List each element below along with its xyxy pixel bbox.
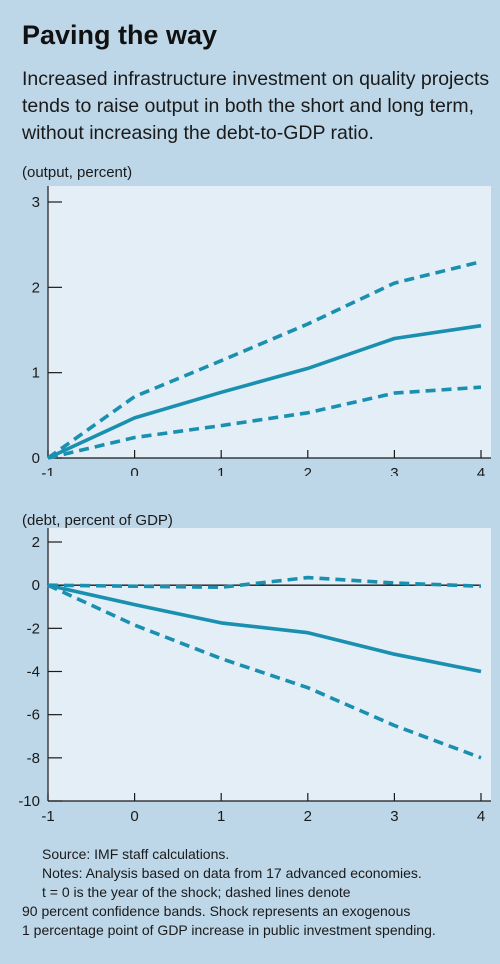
x-tick-label: 2 — [304, 465, 312, 476]
y-tick-label: -8 — [27, 750, 40, 767]
y-tick-label: 0 — [32, 577, 40, 594]
x-tick-label: 3 — [390, 808, 398, 825]
x-tick-label: 2 — [304, 808, 312, 825]
debt-axis-label: (debt, percent of GDP) — [22, 512, 173, 529]
y-tick-label: 2 — [32, 534, 40, 551]
notes-line-4: 90 percent confidence bands. Shock repre… — [22, 903, 411, 919]
debt-chart: 20-2-4-6-8-10-1 0 1 2 3 4 — [18, 528, 491, 825]
notes-line-3: t = 0 is the year of the shock; dashed l… — [42, 884, 351, 900]
y-tick-label: 0 — [32, 450, 40, 467]
x-tick-label: 4 — [477, 808, 485, 825]
y-tick-label: 3 — [32, 194, 40, 211]
estimate-line-0 — [47, 323, 482, 460]
notes-line-2: Notes: Analysis based on data from 17 ad… — [42, 865, 422, 881]
plot-area — [48, 186, 491, 458]
output-axis-label: (output, percent) — [22, 164, 133, 181]
y-tick-label: -4 — [27, 664, 40, 681]
x-tick-label: 3 — [390, 465, 398, 476]
x-tick-label: -1 — [41, 465, 54, 476]
y-tick-label: 2 — [32, 279, 40, 296]
notes: Source: IMF staff calculations. Notes: A… — [0, 845, 500, 940]
x-tick-label: -1 — [41, 808, 54, 825]
y-tick-label: -2 — [27, 620, 40, 637]
confidence-band-line-2 — [47, 583, 482, 760]
chart-subtitle: Increased infrastructure investment on q… — [22, 68, 490, 144]
x-tick-label: 1 — [217, 808, 225, 825]
y-tick-label: -6 — [27, 707, 40, 724]
notes-line-5: 1 percentage point of GDP increase in pu… — [22, 922, 436, 938]
source-note: Source: IMF staff calculations. — [42, 846, 230, 862]
confidence-band-line-1 — [47, 575, 482, 590]
estimate-line-0 — [47, 583, 482, 674]
y-tick-label: 1 — [32, 365, 40, 382]
x-tick-label: 4 — [477, 465, 485, 476]
plot-area — [48, 528, 491, 801]
y-tick-label: -10 — [18, 793, 40, 810]
chart-title: Paving the way — [22, 20, 218, 50]
x-tick-label: 1 — [217, 465, 225, 476]
confidence-band-line-1 — [46, 259, 482, 460]
x-tick-label: 0 — [130, 465, 138, 476]
x-tick-label: 0 — [130, 808, 138, 825]
